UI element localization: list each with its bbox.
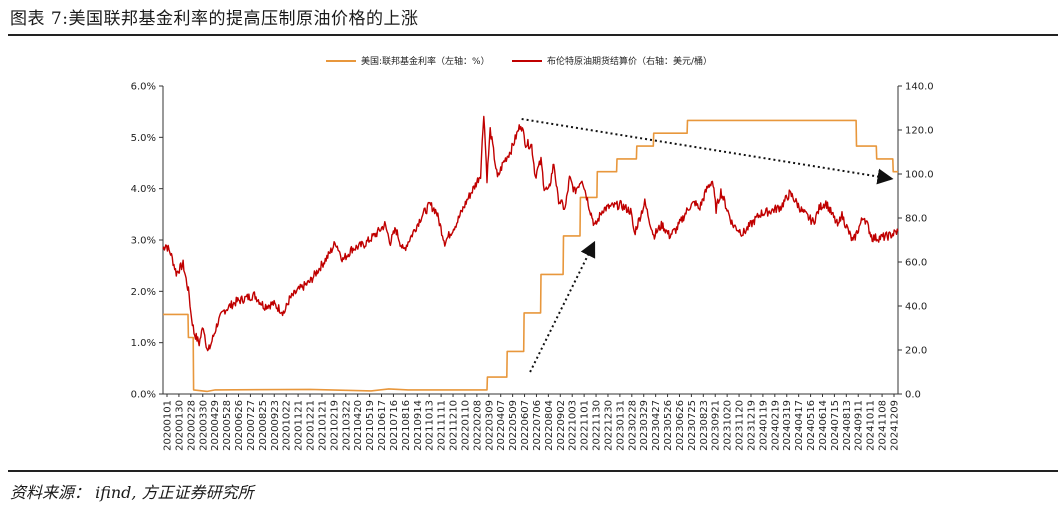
x-tick-label: 20230131	[615, 400, 626, 451]
x-tick-label: 20241209	[890, 400, 901, 451]
x-tick-label: 20200429	[210, 400, 221, 451]
x-tick-label: 20230921	[711, 400, 722, 451]
x-tick-label: 20220902	[556, 400, 567, 451]
x-tick-label: 20221003	[568, 400, 579, 451]
x-tick-label: 20230823	[699, 400, 710, 451]
x-tick-label: 20231219	[746, 400, 757, 451]
top-divider	[8, 34, 1058, 36]
x-tick-label: 20200825	[258, 400, 269, 451]
x-tick-label: 20210121	[317, 400, 328, 451]
x-tick-label: 20200228	[186, 400, 197, 451]
x-tick-label: 20231020	[723, 400, 734, 451]
y-left-tick-label: 4.0%	[131, 184, 156, 195]
x-tick-label: 20201221	[306, 400, 317, 451]
x-tick-label: 20210816	[401, 400, 412, 451]
x-tick-label: 20241011	[866, 400, 877, 451]
x-tick-label: 20240813	[842, 400, 853, 451]
x-tick-label: 20230626	[675, 400, 686, 451]
x-tick-label: 20210420	[353, 400, 364, 451]
y-left-tick-label: 1.0%	[131, 338, 156, 349]
x-tick-label: 20211111	[437, 400, 448, 451]
x-tick-label: 20210716	[389, 400, 400, 451]
chart-series	[162, 115, 899, 393]
y-right-tick-label: 140.0	[905, 82, 934, 93]
y-left-tick-label: 6.0%	[131, 82, 156, 93]
x-tick-label: 20221230	[603, 400, 614, 451]
x-tick-label: 20230228	[627, 400, 638, 451]
x-tick-label: 20220208	[472, 400, 483, 451]
legend-item-brent: 布伦特原油期货结算价（右轴：美元/桶）	[512, 55, 712, 67]
x-tick-label: 20200101	[163, 400, 174, 451]
legend-label: 布伦特原油期货结算价（右轴：美元/桶）	[547, 55, 712, 67]
y-right-tick-label: 20.0	[905, 346, 927, 357]
y-left-tick-label: 5.0%	[131, 133, 156, 144]
y-left-tick-label: 0.0%	[131, 390, 156, 401]
y-right-tick-label: 40.0	[905, 302, 927, 313]
x-tick-label: 20230725	[687, 400, 698, 451]
y-right-tick-label: 120.0	[905, 126, 934, 137]
x-tick-label: 20210219	[329, 400, 340, 451]
uptrend-arrow	[529, 240, 596, 373]
source-note: 资料来源： ifind, 方正证券研究所	[10, 483, 254, 502]
legend-item-fed-rate: 美国:联邦基金利率（左轴：%）	[326, 55, 490, 67]
brent-price-line	[162, 115, 899, 352]
x-tick-label: 20240614	[818, 400, 829, 451]
chart: 美国:联邦基金利率（左轴：%） 布伦特原油期货结算价（右轴：美元/桶） 0.0% 1…	[131, 55, 934, 451]
chart-legend: 美国:联邦基金利率（左轴：%） 布伦特原油期货结算价（右轴：美元/桶）	[326, 55, 712, 67]
x-tick-label: 20230526	[663, 400, 674, 451]
x-tick-label: 20220407	[496, 400, 507, 451]
x-tick-label: 20200130	[174, 400, 185, 451]
x-tick-label: 20200330	[198, 400, 209, 451]
y-right-tick-label: 100.0	[905, 170, 934, 181]
x-tick-label: 20220110	[460, 400, 471, 451]
x-tick-label: 20240715	[830, 400, 841, 451]
y-left-tick-label: 2.0%	[131, 287, 156, 298]
y-right-tick-label: 80.0	[905, 214, 927, 225]
legend-label: 美国:联邦基金利率（左轴：%）	[361, 55, 490, 67]
x-tick-label: 20200923	[270, 400, 281, 451]
x-tick-label: 20210519	[365, 400, 376, 451]
chart-annotations	[521, 118, 894, 373]
x-tick-label: 20200626	[234, 400, 245, 451]
downtrend-arrow	[521, 118, 894, 185]
x-tick-label: 20220309	[484, 400, 495, 451]
y-right-tick-label: 0.0	[905, 390, 921, 401]
x-tick-label: 20210617	[377, 400, 388, 451]
x-tick-label: 20220706	[532, 400, 543, 451]
x-tick-label: 20220804	[544, 400, 555, 451]
x-tick-label: 20201022	[282, 400, 293, 451]
x-tick-label: 20210322	[341, 400, 352, 451]
x-tick-label: 20240516	[806, 400, 817, 451]
x-tick-label: 20231120	[735, 400, 746, 451]
x-tick-label: 20240119	[758, 400, 769, 451]
x-tick-label: 20220509	[508, 400, 519, 451]
chart-axes: 0.0% 1.0% 2.0% 3.0% 4.0% 5.0% 6.0% 0.0 20.0 40.0 6…	[131, 82, 934, 451]
x-tick-label: 20200528	[222, 400, 233, 451]
x-tick-label: 20221101	[580, 400, 591, 451]
x-tick-label: 20211210	[449, 400, 460, 451]
x-tick-label: 20241108	[878, 400, 889, 451]
fed-rate-line	[163, 119, 898, 393]
x-tick-label: 20220607	[520, 400, 531, 451]
x-tick-label: 20230427	[651, 400, 662, 451]
x-tick-label: 20240219	[770, 400, 781, 451]
y-left-tick-label: 3.0%	[131, 236, 156, 247]
x-tick-label: 20230329	[639, 400, 650, 451]
x-tick-label: 20240417	[794, 400, 805, 451]
x-tick-label: 20211013	[425, 400, 436, 451]
y-right-tick-label: 60.0	[905, 258, 927, 269]
x-tick-label: 20201121	[294, 400, 305, 451]
bottom-divider	[8, 470, 1058, 472]
x-tick-label: 20210914	[413, 400, 424, 451]
x-tick-label: 20221130	[592, 400, 603, 451]
page-title: 图表 7:美国联邦基金利率的提高压制原油价格的上涨	[10, 9, 419, 29]
x-tick-label: 20240911	[854, 400, 865, 451]
x-tick-label: 20200727	[246, 400, 257, 451]
x-tick-label: 20240319	[782, 400, 793, 451]
